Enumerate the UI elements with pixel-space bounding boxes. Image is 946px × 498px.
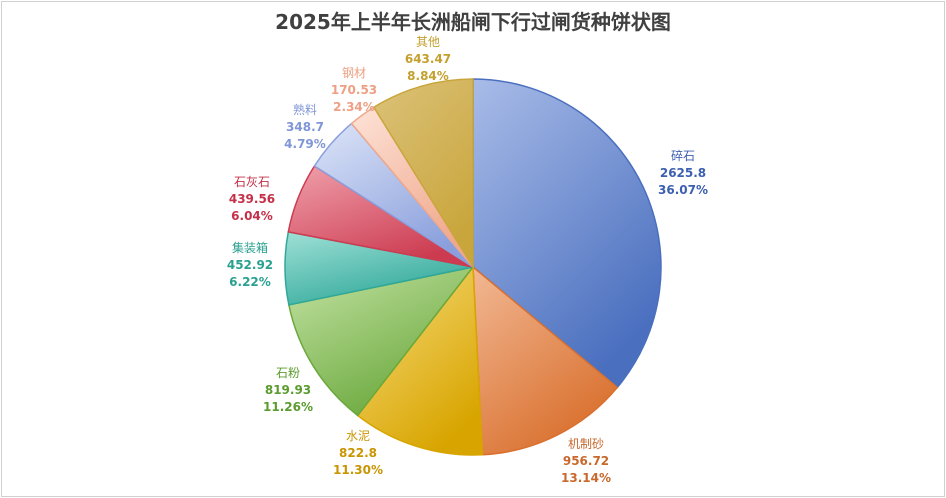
slice-label-value: 822.8 [339,446,377,460]
slice-label-value: 348.7 [286,120,324,134]
slice-label: 石灰石 439.56 6.04% [229,175,275,223]
slice-label: 其他 643.47 8.84% [405,35,451,83]
slice-label-percent: 13.14% [561,471,611,485]
slice-label: 碎石 2625.8 36.07% [658,148,708,197]
slice-label-name: 机制砂 [568,437,604,451]
slice-label-percent: 11.30% [333,463,383,477]
slice-label-name: 熟料 [293,102,317,117]
pie-slice-1 [472,78,662,389]
slice-label-percent: 8.84% [407,69,449,83]
slice-label-percent: 2.34% [333,100,375,114]
slice-label: 水泥 822.8 11.30% [333,429,383,477]
slice-label-name: 碎石 [671,148,695,163]
slice-label-percent: 6.22% [229,275,271,289]
slice-label-percent: 4.79% [284,137,326,151]
slice-label-name: 石粉 [276,366,300,380]
slice-label-percent: 6.04% [231,209,273,223]
slice-label: 熟料 348.7 4.79% [284,102,326,151]
slice-label-percent: 36.07% [658,183,708,197]
slice-label: 机制砂 956.72 13.14% [561,437,611,485]
slice-label-value: 643.47 [405,52,451,66]
slice-label: 集装箱 452.92 6.22% [227,240,273,289]
pie-slice-3 [356,264,484,456]
slice-label-name: 钢材 [342,66,366,80]
slice-label-percent: 11.26% [263,400,313,414]
slice-label-value: 2625.8 [660,166,706,180]
pie-slice-2 [472,265,619,456]
slice-label-name: 其他 [416,35,440,49]
slice-label-value: 819.93 [265,383,311,397]
slice-label-name: 集装箱 [232,240,268,255]
pie-slice-4 [287,265,475,417]
slice-label-value: 170.53 [331,83,377,97]
slice-label-value: 439.56 [229,192,275,206]
slice-label-name: 石灰石 [234,175,270,189]
chart-title: 2025年上半年长洲船闸下行过闸货种饼状图 [275,10,671,34]
slice-label-value: 956.72 [563,454,609,468]
slice-label-value: 452.92 [227,258,273,272]
slice-label-name: 水泥 [346,429,370,443]
slice-label: 石粉 819.93 11.26% [263,366,313,414]
pie-slice-9 [372,78,474,270]
slice-label: 钢材 170.53 2.34% [331,66,377,114]
